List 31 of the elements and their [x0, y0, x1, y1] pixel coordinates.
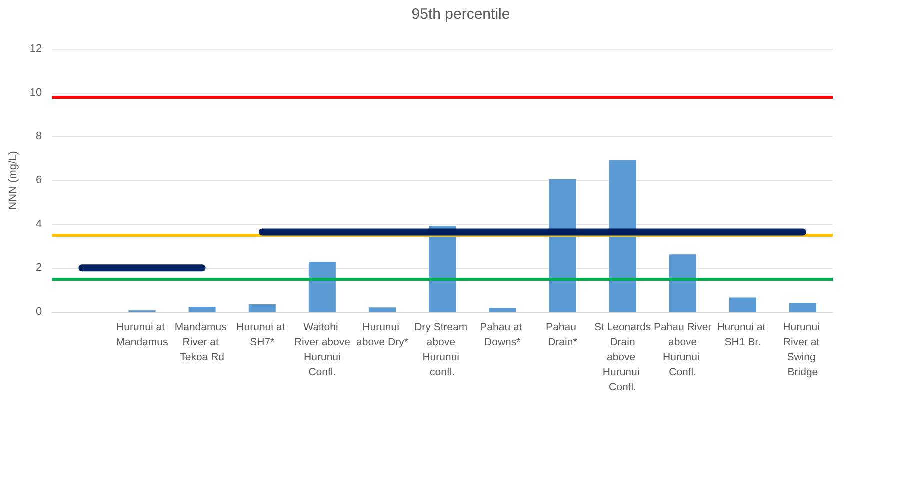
- bar: [729, 298, 756, 312]
- x-tick-label: Hurunui River at Swing Bridge: [783, 322, 823, 378]
- y-tick-label: 6: [36, 174, 42, 186]
- x-tick-label: Mandamus River at Tekoa Rd: [174, 322, 230, 364]
- bar: [368, 308, 396, 312]
- y-tick-label: 8: [36, 130, 42, 143]
- bar: [669, 254, 696, 312]
- x-tick-label: Dry Stream above Hurunui confl.: [414, 322, 471, 378]
- bar: [188, 306, 216, 312]
- x-tick-label: Hurunui at SH7*: [236, 322, 288, 348]
- x-tick-label: Pahau at Downs*: [480, 322, 526, 348]
- bar: [789, 303, 816, 312]
- x-tick-label: Pahau River above Hurunui Confl.: [654, 322, 712, 378]
- y-tick-label: 0: [36, 306, 42, 318]
- x-tick-label: Hurunui above Dry*: [356, 322, 408, 348]
- bar: [308, 262, 336, 312]
- y-tick-label: 12: [30, 43, 42, 55]
- y-tick-label: 4: [36, 218, 42, 230]
- x-tick-label: Hurunui at Mandamus: [116, 322, 168, 348]
- bar: [248, 304, 276, 312]
- y-tick-label: 2: [36, 262, 42, 274]
- x-tick-label: Waitohi River above Hurunui Confl.: [294, 322, 351, 378]
- y-axis-title: NNN (mg/L): [8, 151, 20, 210]
- y-tick-label: 10: [30, 86, 42, 99]
- chart-subtitle: 95th percentile: [412, 6, 510, 23]
- bar: [489, 308, 516, 312]
- x-tick-label: Hurunui at SH1 Br.: [717, 322, 769, 348]
- bar: [609, 160, 636, 312]
- x-tick-label: St Leonards Drain above Hurunui Confl.: [594, 322, 652, 394]
- bar: [549, 179, 576, 312]
- x-tick-label: Pahau Drain*: [546, 322, 580, 348]
